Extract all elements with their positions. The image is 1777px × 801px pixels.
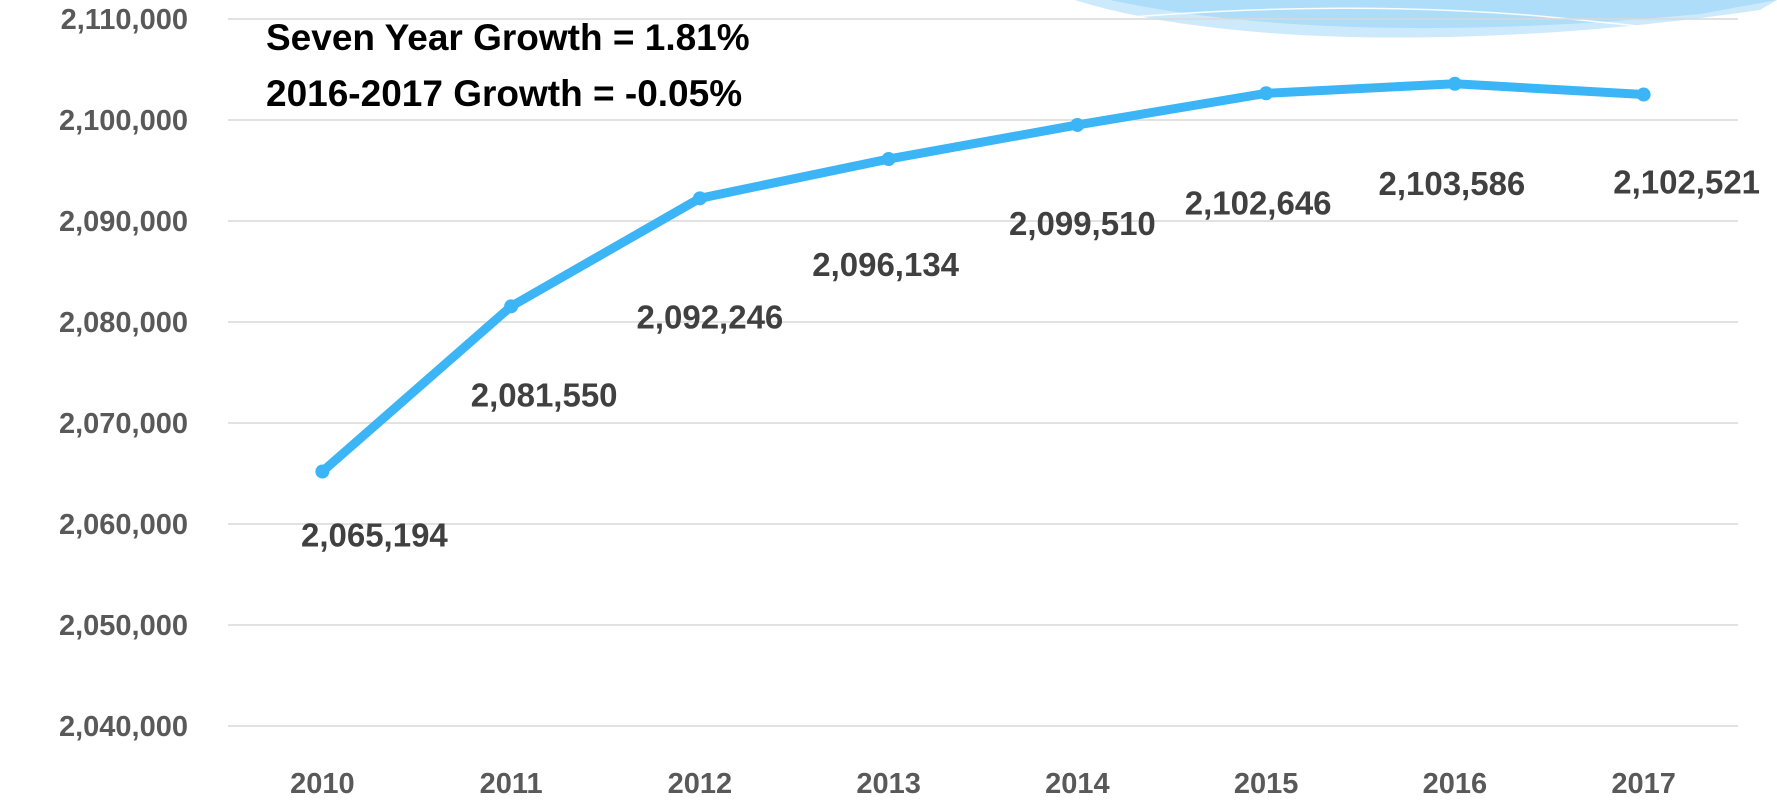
- x-tick-label: 2012: [668, 768, 733, 800]
- annotation-seven-year-growth: Seven Year Growth = 1.81%: [266, 17, 750, 58]
- y-tick-label: 2,040,000: [59, 711, 188, 743]
- y-tick-label: 2,110,000: [61, 4, 188, 36]
- annotation-annual-growth: 2016-2017 Growth = -0.05%: [266, 73, 742, 114]
- data-point: [881, 152, 896, 167]
- data-label: 2,096,134: [812, 246, 959, 283]
- x-tick-label: 2014: [1045, 768, 1110, 800]
- y-tick-label: 2,080,000: [59, 307, 188, 339]
- data-point: [1070, 117, 1085, 132]
- data-label: 2,065,194: [301, 517, 448, 554]
- data-point: [1259, 86, 1274, 101]
- series-line: [317, 79, 1649, 477]
- data-label: 2,103,586: [1378, 165, 1525, 202]
- data-point: [315, 464, 330, 479]
- gridlines: [228, 18, 1738, 727]
- x-tick-label: 2017: [1611, 768, 1676, 800]
- data-label: 2,102,521: [1613, 164, 1760, 201]
- series-points: [315, 76, 1651, 479]
- x-axis-tick-labels: 2010 2011 2012 2013 2014 2015 2016 2017: [290, 768, 1676, 800]
- y-tick-label: 2,050,000: [59, 610, 188, 642]
- growth-annotations: Seven Year Growth = 1.81% 2016-2017 Grow…: [266, 17, 750, 114]
- data-point: [504, 299, 519, 314]
- series-line-path: [317, 79, 1649, 477]
- x-tick-label: 2015: [1234, 768, 1299, 800]
- data-point: [692, 191, 707, 206]
- x-tick-label: 2010: [290, 768, 355, 800]
- y-tick-label: 2,060,000: [59, 509, 188, 541]
- data-label: 2,102,646: [1185, 184, 1332, 221]
- x-tick-label: 2013: [856, 768, 921, 800]
- y-tick-label: 2,100,000: [59, 105, 188, 137]
- data-point: [1636, 87, 1651, 102]
- y-tick-label: 2,090,000: [59, 206, 188, 238]
- data-label: 2,081,550: [471, 376, 618, 413]
- x-tick-label: 2016: [1423, 768, 1488, 800]
- x-tick-label: 2011: [480, 768, 543, 800]
- data-label: 2,092,246: [636, 298, 783, 335]
- data-labels: 2,065,194 2,081,550 2,092,246 2,096,134 2,09…: [301, 164, 1760, 554]
- y-tick-label: 2,070,000: [59, 408, 188, 440]
- y-axis-tick-labels: 2,040,000 2,050,000 2,060,000 2,070,000 2,08…: [59, 4, 188, 743]
- data-point: [1447, 76, 1462, 91]
- data-label: 2,099,510: [1009, 205, 1156, 242]
